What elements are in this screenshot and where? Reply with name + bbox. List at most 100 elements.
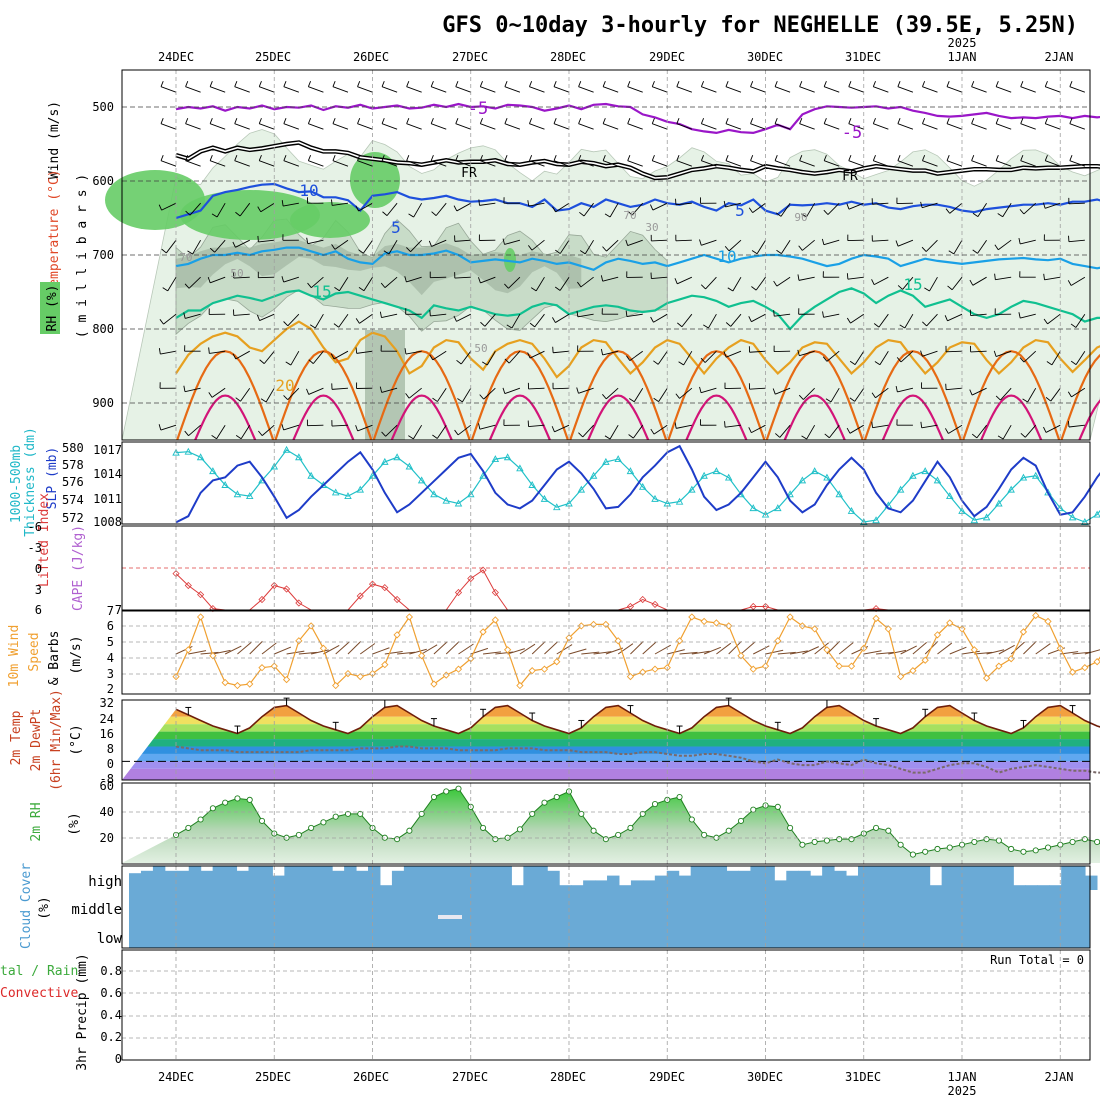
rh2m-point <box>247 797 252 802</box>
cloud-high-bar <box>129 873 141 890</box>
label-precip-total: tal / Rain <box>0 964 78 979</box>
li-tick: 3 <box>35 583 42 597</box>
rh2m-point <box>616 832 621 837</box>
cloud-high-bar <box>416 866 428 890</box>
rh2m-point <box>800 842 805 847</box>
cloud-high-bar <box>595 880 607 890</box>
wind-tick: 7 <box>107 604 114 618</box>
rh2m-point <box>517 827 522 832</box>
cloud-high-bar <box>846 876 858 890</box>
rh2m-point <box>554 794 559 799</box>
rh2m-point <box>677 794 682 799</box>
cloud-high-bar <box>320 866 332 890</box>
date-bottom: 28DEC <box>550 1070 586 1084</box>
wind-barb <box>479 199 480 205</box>
cloud-cover-panel <box>129 866 1098 948</box>
cloud-high-bar <box>691 866 703 890</box>
y-tick-700: 700 <box>92 248 114 262</box>
label-cloud: Cloud Cover <box>19 863 34 949</box>
thick-tick: 578 <box>62 458 84 472</box>
cloud-high-bar <box>213 866 225 890</box>
cloud-high-bar <box>249 866 261 890</box>
precip-bg <box>122 950 1090 1060</box>
rh2m-point <box>1021 849 1026 854</box>
wind-barb <box>1069 203 1085 204</box>
date-top: 30DEC <box>747 50 783 64</box>
cloud-level-high: high <box>88 874 122 890</box>
date-top: 26DEC <box>353 50 389 64</box>
temp-tick: 16 <box>100 727 114 741</box>
label-wind: Wind (m/s) <box>47 101 62 179</box>
cloud-high-bar <box>141 871 153 890</box>
label-wind-barbs: & Barbs <box>47 631 62 686</box>
rh2m-point <box>395 837 400 842</box>
slp-tick: 1008 <box>93 515 122 529</box>
thick-tick: 574 <box>62 493 84 507</box>
temp-tick: 8 <box>107 742 114 756</box>
rh2m-point <box>996 838 1001 843</box>
cloud-high-bar <box>165 871 177 890</box>
cloud-high-bar <box>989 866 1001 890</box>
temp-band <box>122 724 1090 731</box>
cloud-high-bar <box>1025 885 1037 890</box>
cloud-level-low: low <box>97 931 123 947</box>
contour-label: 30 <box>645 221 658 234</box>
contour-label: 15 <box>903 275 922 294</box>
contour-label: 90 <box>794 211 807 224</box>
label-wind-speed: Speed <box>27 632 42 671</box>
rh2m-point <box>296 832 301 837</box>
slp-tick: 1014 <box>93 467 122 481</box>
cloud-high-bar <box>703 866 715 890</box>
precip-tick: 0 <box>115 1052 122 1066</box>
rh2m-point <box>444 789 449 794</box>
rh2m-point <box>898 842 903 847</box>
date-top: 24DEC <box>158 50 194 64</box>
rh2m-point <box>1009 846 1014 851</box>
label-cloud-unit: (%) <box>37 896 52 919</box>
date-bottom: 26DEC <box>353 1070 389 1084</box>
run-total: Run Total = 0 <box>990 953 1084 967</box>
cloud-high-bar <box>499 866 511 890</box>
cloud-high-bar <box>870 866 882 890</box>
date-bottom: 29DEC <box>649 1070 685 1084</box>
cloud-high-bar <box>631 880 643 890</box>
rh2m-point <box>223 800 228 805</box>
rh2m-point <box>972 839 977 844</box>
label-wind-unit: (m/s) <box>69 635 84 674</box>
cloud-high-bar <box>535 866 547 890</box>
date-top: 29DEC <box>649 50 685 64</box>
label-rh2m: 2m RH <box>29 802 44 841</box>
cloud-high-bar <box>1013 885 1025 890</box>
contour-label: 10 <box>717 247 736 266</box>
rh2m-point <box>652 801 657 806</box>
cape-tick: 7 <box>115 603 122 617</box>
rh2m-point <box>186 825 191 830</box>
cloud-high-bar <box>368 866 380 890</box>
rh2m-point <box>210 806 215 811</box>
temp-band <box>122 732 1090 739</box>
rh2m-point <box>456 786 461 791</box>
temp-band <box>122 754 1090 761</box>
wind-barb <box>356 347 357 353</box>
wind-tick: 4 <box>107 651 114 665</box>
temp-band <box>122 761 1090 768</box>
cloud-high-bar <box>511 885 523 890</box>
rh2m-point <box>591 828 596 833</box>
y-tick-800: 800 <box>92 322 114 336</box>
cloud-high-bar <box>774 880 786 890</box>
cloud-high-bar <box>464 866 476 890</box>
cloud-high-bar <box>738 871 750 890</box>
cloud-high-bar <box>1049 885 1061 890</box>
rh2m-point <box>198 817 203 822</box>
label-millibars: ( m i l l i b a r s ) <box>75 174 90 338</box>
cloud-high-bar <box>380 885 392 890</box>
cloud-high-bar <box>1061 866 1073 890</box>
cloud-level-middle: middle <box>71 902 122 918</box>
thick-tick: 572 <box>62 511 84 525</box>
cloud-high-bar <box>583 880 595 890</box>
rh2m-point <box>812 839 817 844</box>
cloud-high-bar <box>571 885 583 890</box>
cloud-high-bar <box>428 866 440 890</box>
